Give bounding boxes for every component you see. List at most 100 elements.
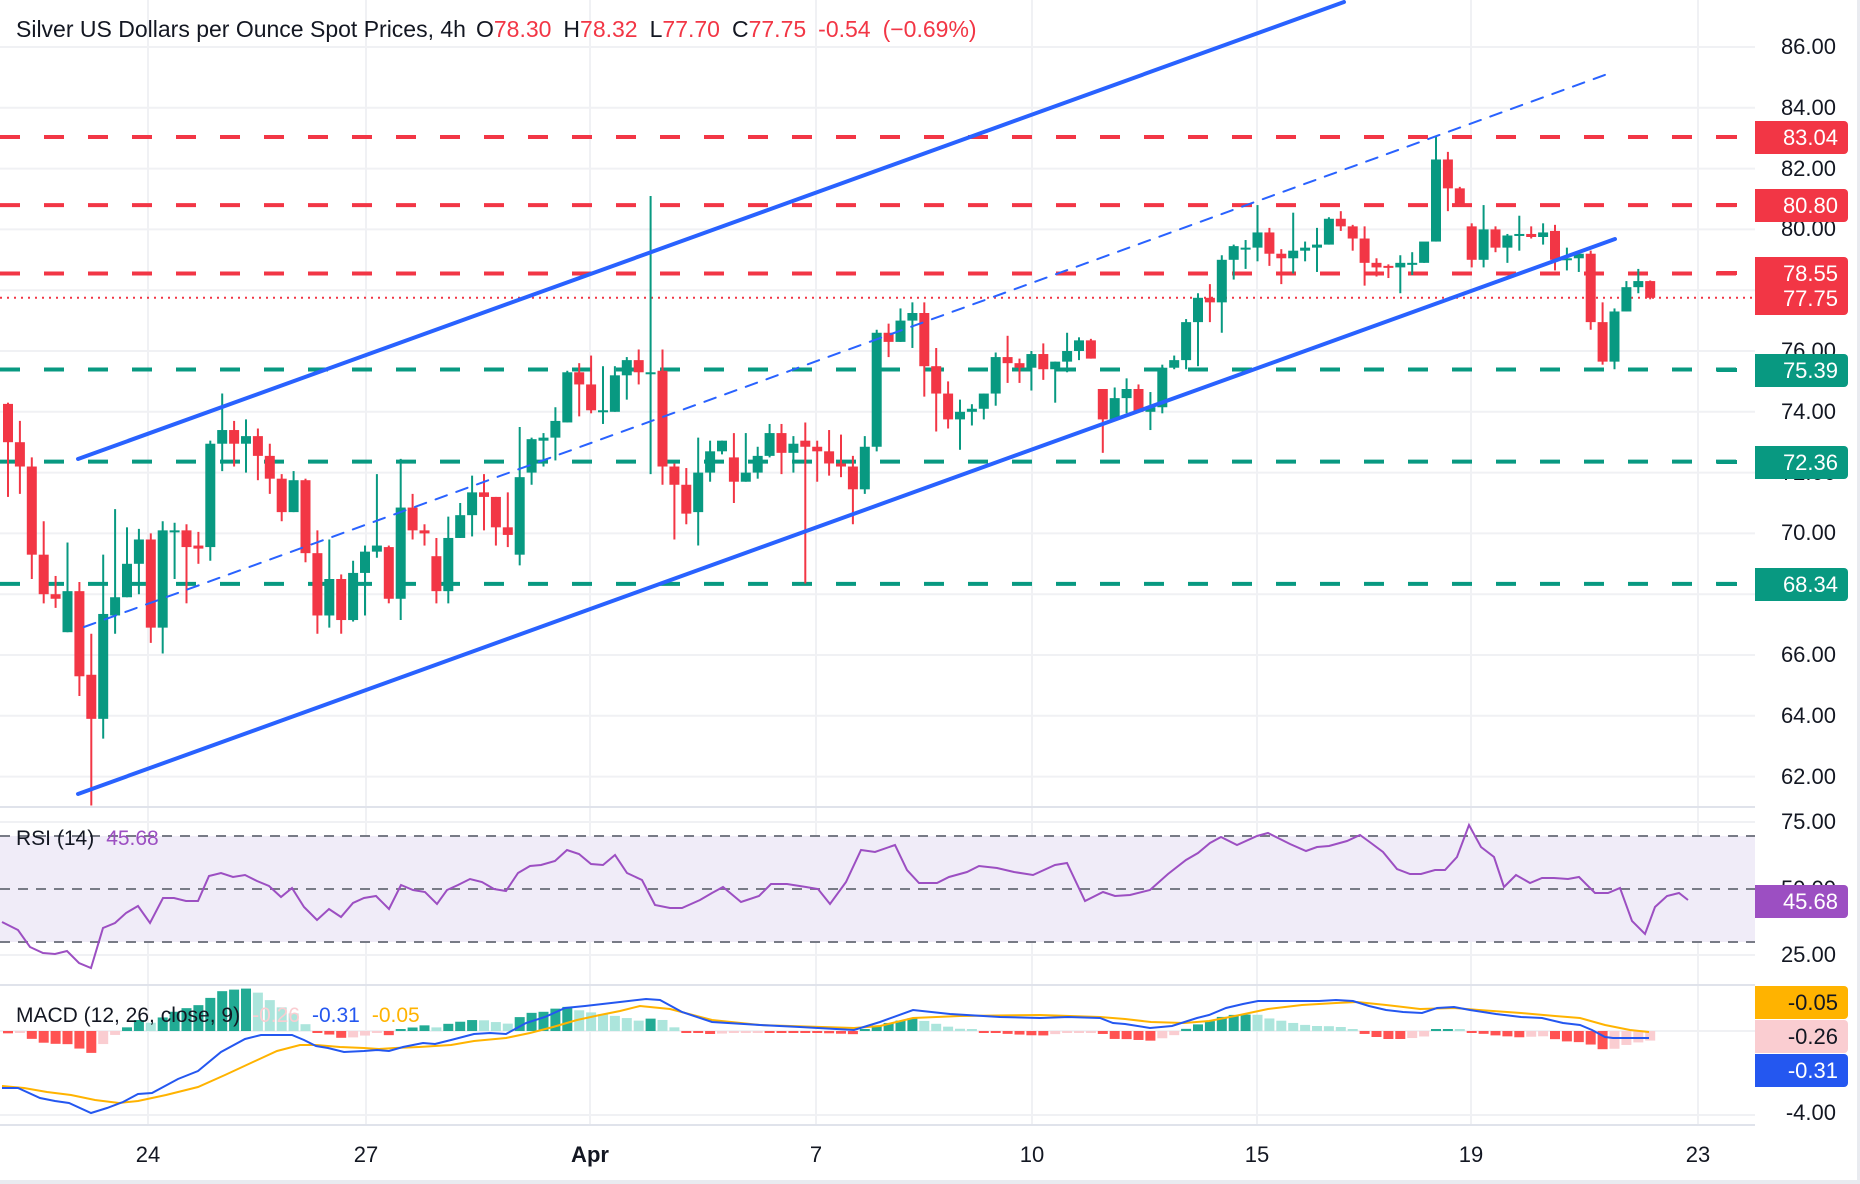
candle-up[interactable] <box>1240 247 1251 250</box>
candle-down[interactable] <box>145 539 156 628</box>
candle-up[interactable] <box>1573 253 1584 259</box>
candle-down[interactable] <box>669 466 680 485</box>
candle-up[interactable] <box>907 313 918 321</box>
candle-up[interactable] <box>1561 258 1572 261</box>
candle-down[interactable] <box>847 466 858 490</box>
candle-down[interactable] <box>1442 159 1453 189</box>
candle-down[interactable] <box>836 463 846 467</box>
candle-down[interactable] <box>1133 389 1144 412</box>
candle-down[interactable] <box>38 554 49 595</box>
candle-up[interactable] <box>705 451 716 473</box>
candle-up[interactable] <box>1633 281 1644 288</box>
channel-mid-trendline[interactable] <box>83 71 1614 628</box>
candle-up[interactable] <box>764 433 775 456</box>
candle-up[interactable] <box>1419 241 1430 263</box>
candle-up[interactable] <box>122 563 132 598</box>
candle-down[interactable] <box>3 403 13 443</box>
candle-up[interactable] <box>788 443 799 453</box>
candle-up[interactable] <box>348 572 359 621</box>
candle-down[interactable] <box>657 370 668 467</box>
candle-up[interactable] <box>1169 360 1180 368</box>
candle-up[interactable] <box>693 472 704 513</box>
candle-down[interactable] <box>1454 188 1465 206</box>
candle-up[interactable] <box>133 539 144 564</box>
candle-down[interactable] <box>728 457 739 482</box>
candle-down[interactable] <box>407 507 418 531</box>
candle-up[interactable] <box>1323 218 1334 245</box>
candle-up[interactable] <box>1050 361 1061 370</box>
candle-up[interactable] <box>1026 354 1037 368</box>
candle-up[interactable] <box>1538 232 1549 237</box>
candle-up[interactable] <box>1431 159 1441 242</box>
candle-up[interactable] <box>538 437 549 441</box>
candle-up[interactable] <box>169 530 180 533</box>
candle-up[interactable] <box>241 436 251 444</box>
candle-up[interactable] <box>1181 322 1192 361</box>
candle-down[interactable] <box>1526 233 1537 237</box>
candle-down[interactable] <box>74 591 85 677</box>
candle-down[interactable] <box>919 313 930 367</box>
candle-down[interactable] <box>50 594 61 599</box>
candle-down[interactable] <box>383 547 394 599</box>
candle-up[interactable] <box>514 477 525 555</box>
candle-down[interactable] <box>1264 232 1275 254</box>
candle-down[interactable] <box>776 433 787 453</box>
candle-down[interactable] <box>26 466 37 555</box>
candle-up[interactable] <box>443 537 454 592</box>
candle-up[interactable] <box>645 372 656 375</box>
candle-down[interactable] <box>1466 226 1477 260</box>
candle-up[interactable] <box>1312 244 1322 248</box>
candle-up[interactable] <box>62 591 73 633</box>
candle-down[interactable] <box>1097 389 1108 420</box>
candle-down[interactable] <box>574 372 585 385</box>
candle-down[interactable] <box>312 553 323 616</box>
candle-up[interactable] <box>1145 407 1156 412</box>
candle-up[interactable] <box>1062 351 1073 362</box>
candle-down[interactable] <box>1014 363 1025 368</box>
candle-down[interactable] <box>14 442 25 467</box>
channel-upper-trendline[interactable] <box>76 0 1346 461</box>
candle-down[interactable] <box>824 451 835 464</box>
candle-down[interactable] <box>1359 238 1370 263</box>
candle-down[interactable] <box>681 484 692 514</box>
candle-up[interactable] <box>98 613 109 719</box>
candle-down[interactable] <box>812 446 823 452</box>
candle-down[interactable] <box>1038 354 1049 370</box>
candle-up[interactable] <box>966 408 977 412</box>
candle-up[interactable] <box>455 515 466 538</box>
candle-down[interactable] <box>419 530 430 534</box>
candle-up[interactable] <box>550 420 561 438</box>
candle-up[interactable] <box>752 455 763 473</box>
candle-down[interactable] <box>800 440 811 447</box>
candle-up[interactable] <box>288 480 299 513</box>
candle-down[interactable] <box>1371 262 1382 268</box>
channel-lower-trendline[interactable] <box>76 237 1617 796</box>
candle-up[interactable] <box>110 597 121 616</box>
candle-down[interactable] <box>1490 229 1501 248</box>
candle-up[interactable] <box>1228 246 1239 260</box>
candle-up[interactable] <box>1502 235 1513 248</box>
candle-down[interactable] <box>264 455 275 479</box>
candle-down[interactable] <box>1585 253 1596 323</box>
candle-down[interactable] <box>1550 230 1560 260</box>
candle-down[interactable] <box>943 393 954 420</box>
candle-down[interactable] <box>1597 322 1608 362</box>
candle-down[interactable] <box>229 430 240 444</box>
candle-up[interactable] <box>1121 389 1132 399</box>
candle-down[interactable] <box>633 360 644 373</box>
candle-up[interactable] <box>1609 311 1620 362</box>
candle-up[interactable] <box>467 492 478 516</box>
candle-down[interactable] <box>181 530 192 548</box>
rsi-label[interactable]: RSI (14) <box>16 827 95 850</box>
candle-down[interactable] <box>502 527 513 535</box>
candle-up[interactable] <box>562 372 573 423</box>
candle-up[interactable] <box>871 332 882 447</box>
candle-down[interactable] <box>1276 253 1287 259</box>
candle-up[interactable] <box>955 411 965 420</box>
candle-down[interactable] <box>883 332 894 342</box>
candle-down[interactable] <box>490 496 501 528</box>
candle-down[interactable] <box>1645 281 1656 298</box>
candle-down[interactable] <box>276 478 287 513</box>
candle-up[interactable] <box>1109 398 1120 420</box>
candle-up[interactable] <box>1407 262 1418 265</box>
